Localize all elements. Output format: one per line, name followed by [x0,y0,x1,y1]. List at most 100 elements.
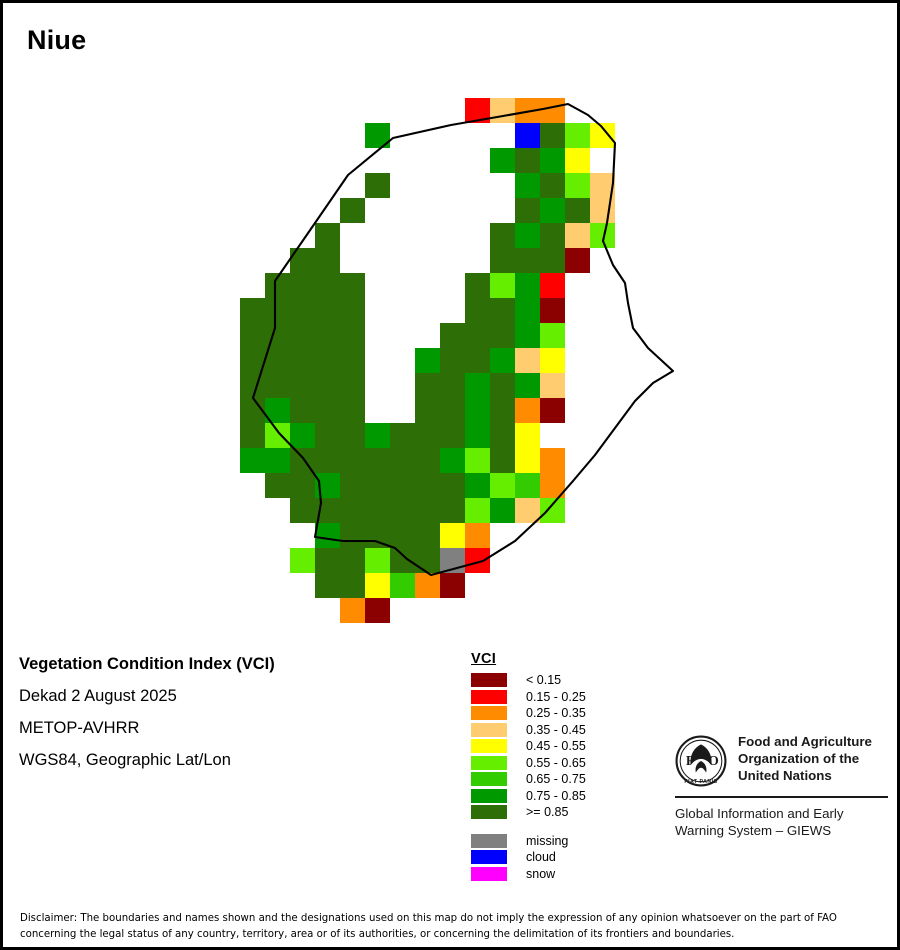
raster-cell [440,473,465,498]
raster-cell [440,573,465,598]
raster-cell [315,348,340,373]
raster-cell [315,573,340,598]
raster-cell [240,448,265,473]
raster-cell [290,248,315,273]
raster-cell [540,98,565,123]
raster-cell [290,348,315,373]
fao-branding: F O FIAT PANIS Food and Agriculture Orga… [675,733,890,840]
raster-cell [515,448,540,473]
raster-cell [540,198,565,223]
raster-cell [465,473,490,498]
raster-cell [290,398,315,423]
raster-cell [340,423,365,448]
legend-class-label-c6: 0.55 - 0.65 [526,755,586,770]
raster-cell [540,273,565,298]
raster-cell [415,498,440,523]
raster-cell [340,198,365,223]
legend-class-label-c5: 0.45 - 0.55 [526,739,586,754]
raster-cell [415,548,440,573]
legend-special-label-m: missing [526,833,569,848]
raster-cell [590,198,615,223]
legend-class-row-c5: 0.45 - 0.55 [471,738,641,755]
legend-class-row-c3: 0.25 - 0.35 [471,705,641,722]
raster-cell [465,348,490,373]
raster-cell [515,223,540,248]
raster-cell [415,448,440,473]
raster-cell [540,298,565,323]
fao-name-line-1: Food and Agriculture [738,734,872,749]
raster-cell [515,298,540,323]
legend-class-label-c7: 0.65 - 0.75 [526,772,586,787]
legend-class-label-c2: 0.15 - 0.25 [526,689,586,704]
raster-cell [540,173,565,198]
raster-cell [465,373,490,398]
raster-cell [315,223,340,248]
legend-class-row-c7: 0.65 - 0.75 [471,771,641,788]
raster-cell [265,448,290,473]
raster-cell [340,473,365,498]
legend-class-swatch-c4 [471,722,507,737]
raster-cell [515,423,540,448]
raster-cell [540,448,565,473]
raster-cell [565,173,590,198]
raster-cell [565,223,590,248]
legend-special-list: missing cloud snow [471,833,641,883]
country-boundary-outline [251,102,675,577]
raster-cell [340,548,365,573]
fao-header-row: F O FIAT PANIS Food and Agriculture Orga… [675,733,890,787]
raster-cell [240,323,265,348]
legend-class-swatch-c2 [471,689,507,704]
legend-class-row-c8: 0.75 - 0.85 [471,788,641,805]
raster-cell [415,398,440,423]
raster-cell [440,373,465,398]
raster-cell [290,298,315,323]
giews-line-1: Global Information and Early [675,806,844,821]
raster-cell [340,398,365,423]
raster-cell [540,373,565,398]
raster-cell [515,123,540,148]
raster-cell [315,373,340,398]
raster-cell [465,323,490,348]
giews-line-2: Warning System – GIEWS [675,823,832,839]
legend-class-swatch-c5 [471,739,507,754]
legend-special-row-b: cloud [471,849,641,866]
raster-cell [515,348,540,373]
raster-cell [440,523,465,548]
fao-organization-name: Food and Agriculture Organization of the… [738,733,872,784]
legend-special-swatch-m [471,833,507,848]
raster-cell [440,498,465,523]
raster-cell [490,348,515,373]
raster-cell [490,248,515,273]
legend-class-swatch-c3 [471,706,507,721]
raster-cell [265,323,290,348]
legend-special-swatch-b [471,850,507,865]
raster-cell [490,423,515,448]
legend-special-swatch-s [471,866,507,881]
raster-cell [365,473,390,498]
raster-cell [315,248,340,273]
raster-cell [490,448,515,473]
svg-text:FIAT PANIS: FIAT PANIS [684,779,717,785]
raster-cell [465,498,490,523]
raster-cell [340,573,365,598]
raster-cell [540,248,565,273]
legend-special-row-m: missing [471,833,641,850]
raster-cell [490,273,515,298]
raster-cell [315,423,340,448]
raster-cell [465,448,490,473]
raster-cell [490,498,515,523]
raster-cell [365,423,390,448]
raster-cell [490,473,515,498]
page-title: Niue [27,25,87,55]
raster-cell [465,523,490,548]
legend-class-row-c9: >= 0.85 [471,804,641,821]
map-info-block: Vegetation Condition Index (VCI) Dekad 2… [19,655,419,783]
raster-cell [240,348,265,373]
legend-class-swatch-c1 [471,673,507,688]
raster-cell [490,148,515,173]
raster-cell [390,573,415,598]
legend-class-row-c4: 0.35 - 0.45 [471,722,641,739]
svg-text:O: O [708,753,719,768]
raster-cell [565,248,590,273]
raster-cell [415,423,440,448]
